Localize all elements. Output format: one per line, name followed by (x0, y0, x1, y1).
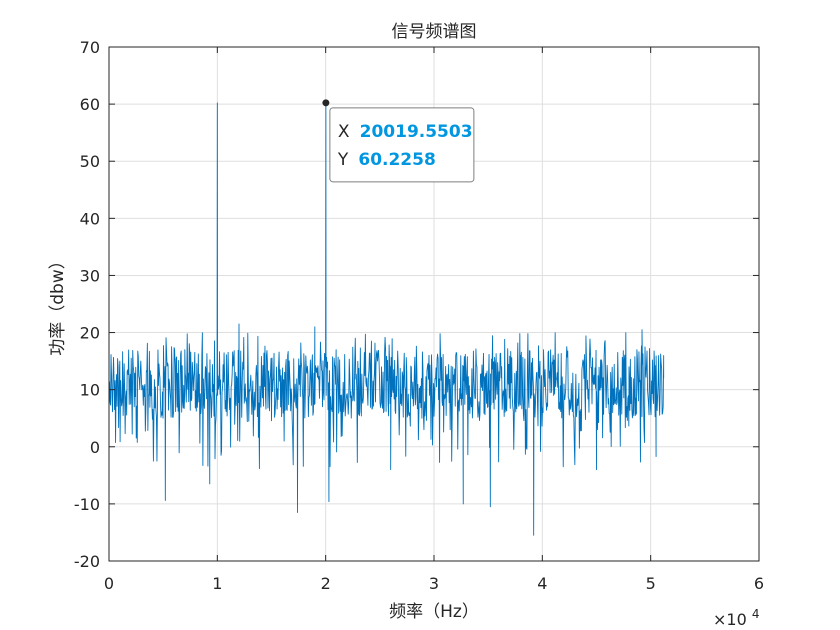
x-axis-exponent: ×10 4 (713, 607, 760, 629)
chart-title: 信号频谱图 (392, 22, 477, 42)
y-tick-label: -20 (74, 552, 100, 571)
y-tick-label: 30 (80, 266, 100, 285)
data-tip-x-label: X (338, 122, 350, 142)
x-tick-label: 3 (429, 574, 439, 593)
y-tick-label: 40 (80, 209, 100, 228)
x-tick-label: 4 (537, 574, 547, 593)
y-tick-label: 50 (80, 152, 100, 171)
y-tick-label: 70 (80, 38, 100, 57)
x-axis-exponent-power: 4 (752, 607, 760, 621)
y-axis: -20 -10 0 10 20 30 40 50 60 70 (74, 38, 759, 571)
data-tip-marker[interactable] (322, 99, 330, 107)
x-tick-label: 2 (321, 574, 331, 593)
x-tick-label: 6 (754, 574, 764, 593)
data-tip-y-value: 60.2258 (358, 150, 435, 170)
data-tip-x-row: X 20019.5503 (338, 122, 473, 142)
x-axis-exponent-base: ×10 (713, 610, 747, 629)
x-tick-label: 5 (646, 574, 656, 593)
x-tick-label: 0 (104, 574, 114, 593)
data-tip-y-label: Y (337, 150, 349, 170)
x-axis-label: 频率（Hz） (389, 602, 479, 622)
data-tip-box (329, 107, 475, 183)
data-tip[interactable]: X 20019.5503 Y 60.2258 (322, 99, 475, 183)
x-tick-label: 1 (212, 574, 222, 593)
data-tip-y-row: Y 60.2258 (337, 150, 436, 170)
y-axis-label: 功率（dbw） (48, 252, 68, 356)
x-axis: 0 1 2 3 4 5 6 (104, 47, 764, 593)
spectrum-line (108, 102, 665, 536)
data-tip-x-value: 20019.5503 (360, 122, 473, 142)
y-tick-label: 10 (80, 381, 100, 400)
y-tick-label: 60 (80, 95, 100, 114)
y-tick-label: 0 (90, 438, 100, 457)
y-tick-label: 20 (80, 324, 100, 343)
y-tick-label: -10 (74, 495, 100, 514)
series-group (108, 102, 665, 536)
